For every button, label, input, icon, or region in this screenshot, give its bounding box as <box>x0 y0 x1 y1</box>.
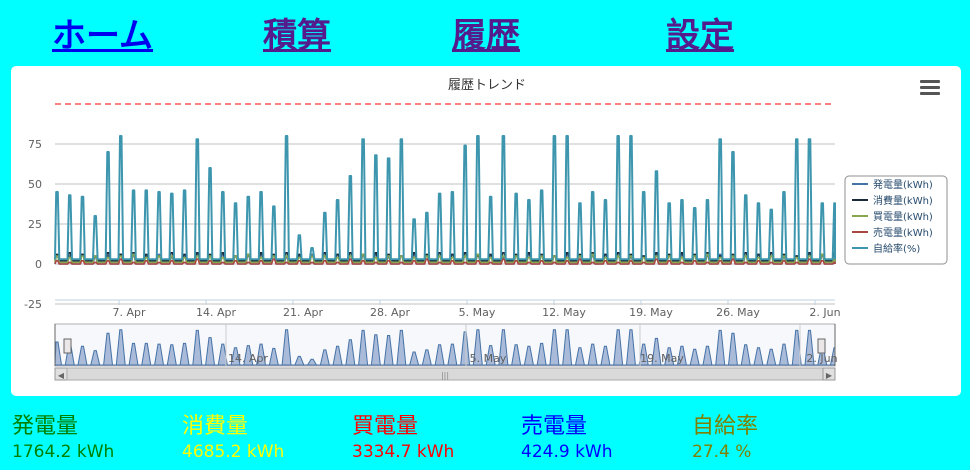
x-tick-label: 26. May <box>716 306 760 319</box>
legend-item-label: 自給率(%) <box>873 242 920 255</box>
series-lines <box>54 135 836 265</box>
stat-self-sufficiency: 自給率 27.4 % <box>692 414 758 464</box>
x-tick-label: 5. May <box>459 306 496 319</box>
y-tick-label: 75 <box>28 138 42 151</box>
stat-purchase-value: 3334.7 kWh <box>352 442 455 462</box>
stat-sale-label: 売電量 <box>521 414 588 439</box>
x-tick-label: 12. May <box>542 306 586 319</box>
stat-generation: 発電量 1764.2 kWh <box>12 414 114 464</box>
x-tick-label: 28. Apr <box>370 306 410 319</box>
stat-sale: 売電量 424.9 kWh <box>521 414 613 464</box>
stat-consumption-label: 消費量 <box>182 414 249 439</box>
nav-settings-link[interactable]: 設定 <box>666 16 734 56</box>
chart-menu-icon[interactable] <box>920 80 940 96</box>
chart-title: 履歴トレンド <box>448 78 526 93</box>
x-tick-label: 21. Apr <box>283 306 323 319</box>
summary-stats: 発電量 1764.2 kWh 消費量 4685.2 kWh 買電量 3334.7… <box>0 410 970 470</box>
series-line-3 <box>54 253 836 264</box>
stat-self-sufficiency-value: 27.4 % <box>692 442 752 462</box>
x-tick-label: 2. Jun <box>809 306 840 319</box>
stat-sale-value: 424.9 kWh <box>521 442 613 462</box>
nav-home-link[interactable]: ホーム <box>52 16 153 56</box>
top-nav: ホーム 積算 履歴 設定 <box>0 0 970 60</box>
series-line-4 <box>54 258 836 265</box>
navigator-tick-label: 19. May <box>640 352 684 365</box>
stat-consumption: 消費量 4685.2 kWh <box>182 414 284 464</box>
svg-text:|||: ||| <box>441 371 449 380</box>
scrollbar[interactable]: ◀ ||| ▶ <box>54 367 836 381</box>
stat-self-sufficiency-label: 自給率 <box>692 414 759 439</box>
svg-text:▶: ▶ <box>826 371 833 380</box>
stat-purchase: 買電量 3334.7 kWh <box>352 414 454 464</box>
navigator-series <box>54 329 836 366</box>
navigator-left-handle[interactable] <box>63 338 72 354</box>
y-tick-label: 0 <box>35 258 42 271</box>
legend-item-label: 買電量(kWh) <box>873 211 933 223</box>
y-tick-label: 50 <box>28 178 42 191</box>
nav-history-link[interactable]: 履歴 <box>452 16 520 56</box>
gridlines <box>55 143 835 305</box>
navigator-right-handle[interactable] <box>817 338 826 354</box>
stat-generation-label: 発電量 <box>12 414 79 439</box>
y-axis-labels: 75 50 25 0 -25 <box>24 138 42 311</box>
nav-total-link[interactable]: 積算 <box>263 16 331 56</box>
stat-generation-value: 1764.2 kWh <box>12 442 115 462</box>
navigator: 14. Apr 5. May 19. May 2. Jun <box>54 323 838 367</box>
legend-item-label: 発電量(kWh) <box>873 178 933 191</box>
y-tick-label: -25 <box>24 298 42 311</box>
series-line-5 <box>54 135 836 261</box>
x-tick-label: 19. May <box>629 306 673 319</box>
navigator-tick-label: 5. May <box>470 352 507 365</box>
series-line-2 <box>54 252 836 262</box>
scrollbar-right-button[interactable] <box>822 367 836 381</box>
x-tick-label: 7. Apr <box>112 306 145 319</box>
legend-item-label: 消費量(kWh) <box>873 194 933 207</box>
navigator-tick-label: 14. Apr <box>228 352 268 365</box>
svg-text:◀: ◀ <box>58 371 65 380</box>
x-axis-labels: 7. Apr 14. Apr 21. Apr 28. Apr 5. May 12. May… <box>112 300 841 319</box>
legend: 発電量(kWh) 消費量(kWh) 買電量(kWh) 売電量(kWh) 自給率(%) <box>844 175 948 265</box>
legend-item-label: 売電量(kWh) <box>873 226 933 239</box>
navigator-tick-label: 2. Jun <box>806 352 837 365</box>
stat-consumption-value: 4685.2 kWh <box>182 442 285 462</box>
y-tick-label: 25 <box>28 218 42 231</box>
x-tick-label: 14. Apr <box>196 306 236 319</box>
stat-purchase-label: 買電量 <box>352 414 419 439</box>
